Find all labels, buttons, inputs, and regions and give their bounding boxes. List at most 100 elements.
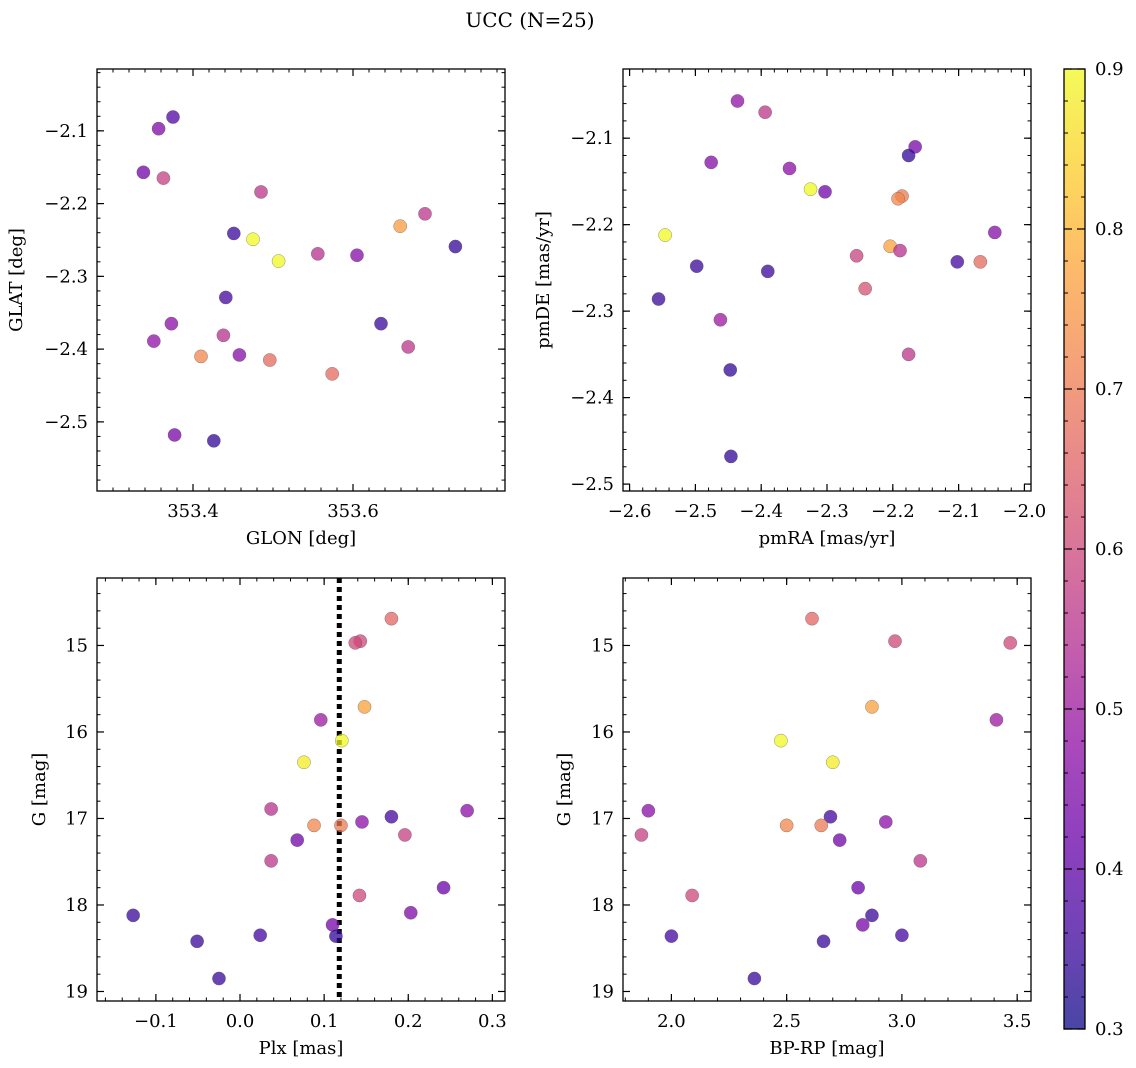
pmra-pmde-point (901, 148, 916, 163)
pmra-pmde-panel: −2.6 −2.5 −2.4 −2.3 −2.2 −2.1 −2.0 −2.5 −2.4 −2.3… (533, 68, 1047, 549)
plx-g-point (126, 908, 140, 923)
pmra-pmde-point (891, 191, 905, 206)
glon-glat-x-tick-label: 353.4 (167, 501, 219, 522)
pmra-pmde-point (651, 292, 666, 306)
glon-glat-y-tick-label: −2.2 (44, 194, 88, 215)
plx-g-point (355, 815, 369, 829)
bprp-g-point (634, 828, 649, 842)
pmra-pmde-point (988, 225, 1002, 240)
glon-glat-point (166, 110, 180, 124)
glon-glat-y-tick-label: −2.3 (44, 266, 88, 287)
glon-glat-point (350, 248, 364, 263)
glon-glat-point (310, 247, 325, 261)
glon-glat-point (226, 226, 241, 241)
pmra-pmde-x-axis-label: pmRA [mas/yr] (759, 528, 896, 549)
pmra-pmde-x-tick-label: −2.5 (674, 501, 718, 522)
pmra-pmde-y-tick-label: −2.4 (570, 388, 614, 409)
glon-glat-point (254, 185, 268, 199)
colorbar-tick-label: 0.6 (1095, 539, 1124, 560)
glon-glat-point (136, 165, 151, 180)
colorbar-tick-label: 0.8 (1095, 219, 1124, 240)
bprp-g-point (816, 934, 831, 949)
bprp-g-point (832, 833, 847, 847)
pmra-pmde-x-tick-label: −2.2 (871, 501, 915, 522)
plx-g-x-tick-label: 0.1 (310, 1011, 339, 1032)
bprp-g-point (989, 713, 1004, 727)
plx-g-point (357, 700, 372, 714)
plx-g-y-tick-label: 15 (65, 635, 88, 656)
bprp-g-point (1003, 636, 1018, 650)
glon-glat-y-tick-label: −2.1 (44, 121, 88, 142)
bprp-g-x-axis-label: BP-RP [mag] (769, 1038, 884, 1059)
glon-glat-y-axis-label: GLAT [deg] (6, 228, 27, 332)
pmra-pmde-x-tick-label: −2.6 (608, 501, 652, 522)
pmra-pmde-point (758, 105, 772, 120)
colorbar-tick-label: 0.7 (1095, 379, 1124, 400)
glon-glat-point (146, 334, 161, 348)
plx-g-y-tick-label: 17 (65, 808, 88, 829)
colorbar: 0.3 0.4 0.5 0.6 0.7 0.8 0.9 (1063, 59, 1124, 1040)
pmra-pmde-axes-frame (622, 68, 1032, 492)
pmra-pmde-point (973, 255, 988, 269)
bprp-g-point (664, 929, 679, 943)
bprp-g-point (913, 854, 928, 868)
bprp-g-y-axis-label: G [mag] (554, 753, 575, 826)
glon-glat-point (206, 433, 221, 448)
pmra-pmde-point (893, 243, 907, 258)
plx-g-y-tick-label: 18 (65, 895, 88, 916)
plx-g-x-tick-label: 0.0 (226, 1011, 255, 1032)
bprp-g-x-tick-label: 3.5 (1003, 1011, 1032, 1032)
bprp-g-y-tick-label: 17 (591, 808, 614, 829)
pmra-pmde-y-tick-label: −2.1 (570, 128, 614, 149)
pmra-pmde-point (950, 255, 965, 269)
plx-g-point (436, 880, 451, 895)
plx-g-point (460, 803, 474, 818)
pmra-pmde-point (803, 182, 818, 197)
glon-glat-point (418, 206, 432, 221)
plx-g-point (313, 713, 328, 727)
plx-g-point (297, 755, 311, 770)
glon-glat-point (271, 254, 286, 268)
bprp-g-x-tick-label: 2.0 (657, 1011, 686, 1032)
plx-g-point (190, 934, 204, 949)
pmra-pmde-y-tick-label: −2.3 (570, 301, 614, 322)
plx-g-axes-frame (96, 577, 506, 1002)
bprp-g-point (895, 928, 909, 943)
bprp-g-point (865, 700, 879, 714)
pmra-pmde-point (858, 281, 872, 296)
glon-glat-point (156, 171, 171, 185)
bprp-g-point (814, 818, 829, 833)
figure-title: UCC (N=25) (465, 8, 594, 32)
plx-g-x-axis-label: Plx [mas] (259, 1038, 344, 1059)
plx-g-panel: −0.1 0.0 0.1 0.2 0.3 15 16 17 18 19 Plx [mas] G [ma… (29, 577, 507, 1059)
pmra-pmde-x-tick-label: −2.3 (805, 501, 849, 522)
glon-glat-point (246, 232, 260, 247)
bprp-g-y-tick-label: 19 (591, 981, 614, 1002)
glon-glat-point (167, 428, 182, 442)
pmra-pmde-x-tick-label: −2.0 (1003, 501, 1047, 522)
bprp-g-point (774, 733, 788, 748)
glon-glat-x-tick-label: 353.6 (327, 501, 379, 522)
bprp-g-point (641, 803, 656, 818)
pmra-pmde-point (724, 449, 738, 464)
glon-glat-point (194, 349, 208, 364)
colorbar-tick-label: 0.9 (1095, 59, 1124, 80)
plx-g-point (352, 888, 367, 903)
pmra-pmde-point (760, 264, 775, 279)
bprp-g-point (888, 634, 902, 648)
pmra-pmde-point (730, 94, 745, 108)
plx-g-point (398, 828, 412, 842)
bprp-g-panel: 2.0 2.5 3.0 3.5 15 16 17 18 19 BP-RP [mag] G [mag] (554, 577, 1032, 1059)
glon-glat-point (216, 328, 231, 343)
glon-glat-point (218, 290, 233, 305)
plx-g-x-tick-label: 0.3 (478, 1011, 507, 1032)
pmra-pmde-point (723, 363, 738, 377)
pmra-pmde-point (689, 259, 704, 273)
glon-glat-x-axis-label: GLON [deg] (246, 528, 356, 549)
plx-g-point (384, 611, 399, 626)
bprp-g-y-tick-label: 15 (591, 635, 614, 656)
pmra-pmde-y-axis-label: pmDE [mas/yr] (533, 211, 554, 349)
plx-g-point (290, 833, 305, 847)
glon-glat-y-tick-label: −2.4 (44, 339, 88, 360)
